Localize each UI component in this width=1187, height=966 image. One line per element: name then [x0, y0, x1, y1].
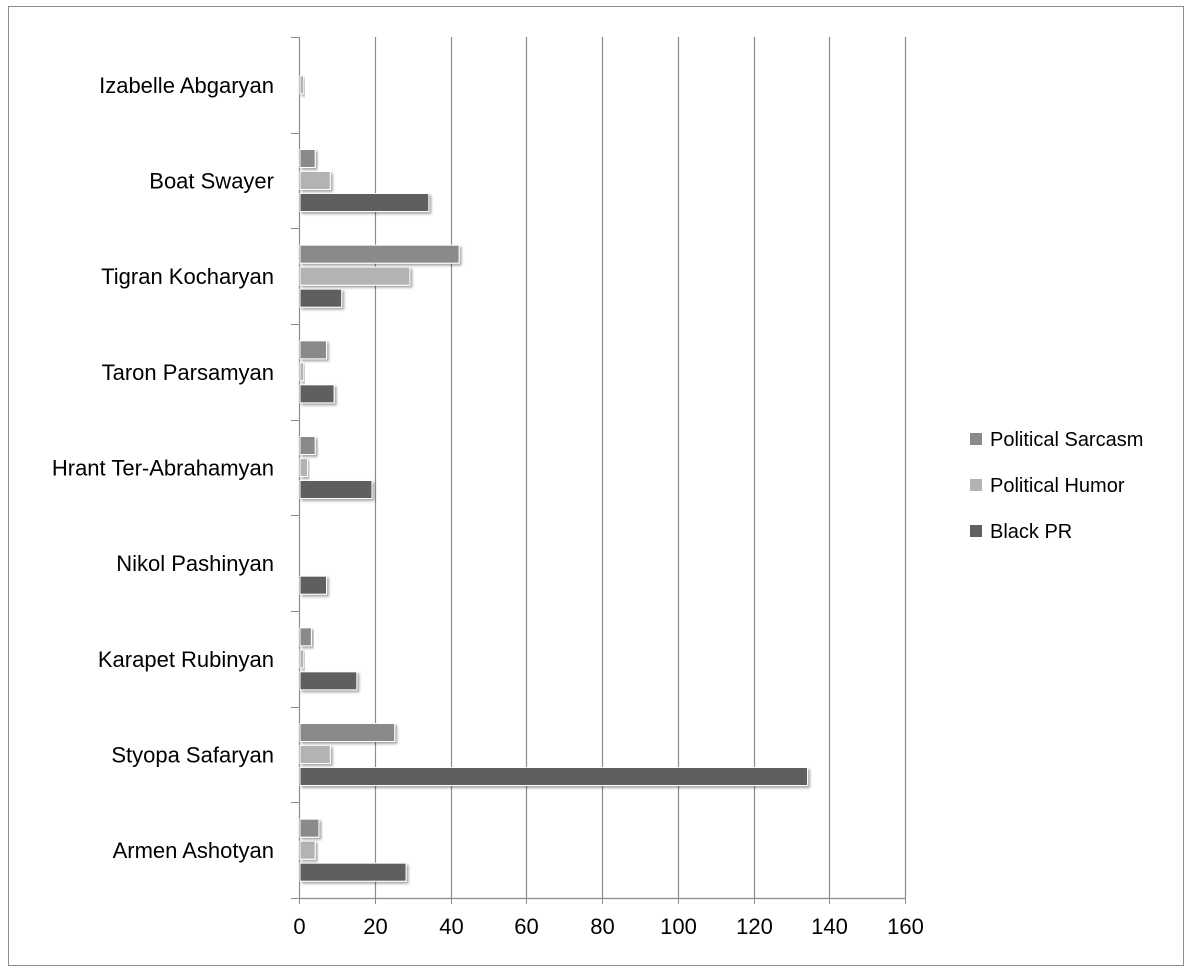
- bar-political-humor-izabelle-abgaryan: [299, 75, 305, 95]
- bar-black-pr-hrant-ter-abrahamyan: [299, 480, 373, 499]
- category-label-boat-swayer: Boat Swayer: [149, 169, 274, 194]
- bar-political-sarcasm-hrant-ter-abrahamyan: [299, 436, 316, 455]
- bar-political-sarcasm-karapet-rubinyan: [299, 627, 312, 647]
- x-tick-label: 160: [887, 914, 924, 939]
- x-tick-label: 40: [439, 914, 463, 939]
- x-tick-label: 20: [363, 914, 387, 939]
- bar-black-pr-taron-parsamyan: [299, 384, 335, 404]
- bar-black-pr-boat-swayer: [299, 193, 430, 212]
- category-label-styopa-safaryan: Styopa Safaryan: [111, 743, 274, 768]
- bar-black-pr-tigran-kocharyan: [299, 288, 343, 308]
- chart-frame: [8, 6, 1184, 966]
- legend-label-black-pr: Black PR: [990, 521, 1072, 543]
- bar-political-humor-tigran-kocharyan: [299, 266, 411, 286]
- bar-political-sarcasm-tigran-kocharyan: [299, 244, 460, 264]
- category-label-nikol-pashinyan: Nikol Pashinyan: [116, 551, 274, 576]
- category-label-armen-ashotyan: Armen Ashotyan: [113, 838, 274, 863]
- x-axis-tick-labels: 0 20 40 60 80 100 120 140 160: [293, 914, 923, 939]
- x-tick-label: 100: [660, 914, 697, 939]
- x-tick-label: 120: [736, 914, 773, 939]
- bar-political-humor-styopa-safaryan: [299, 745, 331, 764]
- x-tick-label: 80: [590, 914, 614, 939]
- x-tick-label: 0: [293, 914, 305, 939]
- category-label-hrant-ter-abrahamyan: Hrant Ter-Abrahamyan: [52, 456, 274, 481]
- bar-political-sarcasm-armen-ashotyan: [299, 818, 320, 838]
- category-label-izabelle-abgaryan: Izabelle Abgaryan: [99, 73, 274, 98]
- bar-political-sarcasm-boat-swayer: [299, 149, 316, 168]
- bar-political-sarcasm-styopa-safaryan: [299, 723, 396, 742]
- category-label-tigran-kocharyan: Tigran Kocharyan: [101, 264, 274, 289]
- bar-political-humor-armen-ashotyan: [299, 840, 316, 860]
- legend-swatch-political-sarcasm: [970, 433, 982, 445]
- bar-political-humor-boat-swayer: [299, 171, 331, 190]
- bar-black-pr-nikol-pashinyan: [299, 575, 328, 595]
- bar-black-pr-styopa-safaryan: [299, 767, 809, 786]
- legend-label-political-sarcasm: Political Sarcasm: [990, 429, 1143, 451]
- bar-political-humor-taron-parsamyan: [299, 362, 305, 382]
- legend-label-political-humor: Political Humor: [990, 475, 1125, 497]
- legend-swatch-political-humor: [970, 479, 982, 491]
- bar-political-sarcasm-taron-parsamyan: [299, 340, 328, 360]
- x-tick-label: 140: [811, 914, 848, 939]
- category-label-karapet-rubinyan: Karapet Rubinyan: [98, 647, 274, 672]
- bar-black-pr-karapet-rubinyan: [299, 671, 358, 691]
- legend-swatch-black-pr: [970, 525, 982, 537]
- gridlines: [374, 37, 907, 898]
- bar-political-humor-karapet-rubinyan: [299, 649, 305, 669]
- y-axis-category-labels: Armen Ashotyan Styopa Safaryan Karapet Rub…: [52, 73, 274, 863]
- legend: Political Sarcasm Political Humor Black PR: [970, 429, 1143, 543]
- bar-black-pr-armen-ashotyan: [299, 862, 407, 882]
- bar-political-humor-hrant-ter-abrahamyan: [299, 458, 309, 477]
- category-label-taron-parsamyan: Taron Parsamyan: [102, 360, 274, 385]
- x-tick-label: 60: [514, 914, 538, 939]
- bars: [299, 75, 809, 882]
